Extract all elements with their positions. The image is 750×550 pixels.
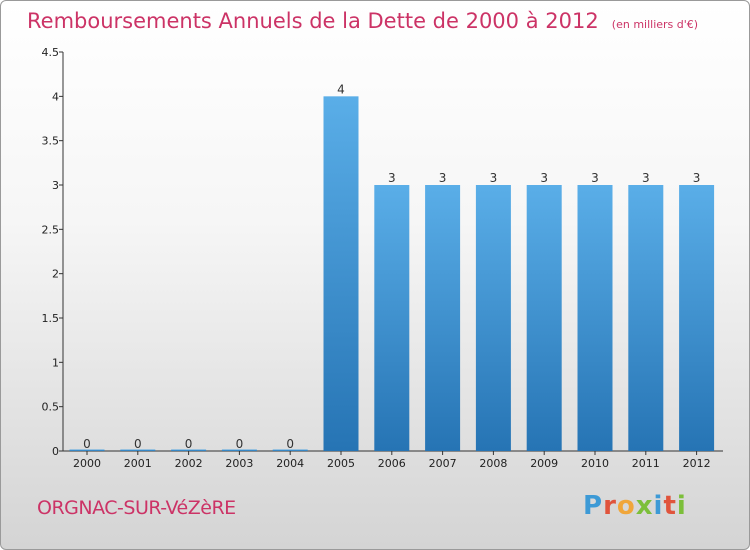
bar-2002 bbox=[171, 449, 207, 451]
y-tick-label: 3 bbox=[52, 179, 59, 192]
y-tick-label: 2 bbox=[52, 268, 59, 281]
data-label-2000: 0 bbox=[83, 437, 91, 451]
bar-2010 bbox=[577, 185, 613, 451]
data-label-2010: 3 bbox=[591, 171, 599, 185]
bar-2008 bbox=[475, 185, 511, 451]
chart-title: Remboursements Annuels de la Dette de 20… bbox=[27, 9, 698, 33]
logo-letter: r bbox=[603, 491, 617, 521]
x-tick-label-2011: 2011 bbox=[632, 457, 660, 470]
x-tick-label-2003: 2003 bbox=[225, 457, 253, 470]
bar-2004 bbox=[272, 449, 308, 451]
x-tick-label-2008: 2008 bbox=[479, 457, 507, 470]
commune-name: ORGNAC-SUR-VéZèRE bbox=[37, 497, 236, 519]
x-tick-label-2006: 2006 bbox=[378, 457, 406, 470]
logo-letter: i bbox=[653, 491, 664, 521]
data-label-2003: 0 bbox=[236, 437, 244, 451]
proxiti-logo: Proxiti bbox=[583, 491, 687, 521]
data-label-2009: 3 bbox=[540, 171, 548, 185]
bar-2001 bbox=[120, 449, 156, 451]
data-label-2005: 4 bbox=[337, 82, 345, 96]
y-tick-label: 4 bbox=[52, 90, 59, 103]
x-tick-label-2009: 2009 bbox=[530, 457, 558, 470]
chart-bars bbox=[69, 96, 715, 451]
logo-letter: t bbox=[663, 491, 677, 521]
bar-2009 bbox=[526, 185, 562, 451]
logo-letter: x bbox=[635, 491, 654, 521]
x-tick-label-2005: 2005 bbox=[327, 457, 355, 470]
data-label-2008: 3 bbox=[490, 171, 498, 185]
x-tick-label-2002: 2002 bbox=[175, 457, 203, 470]
x-tick-label-2004: 2004 bbox=[276, 457, 304, 470]
y-tick-label: 0.5 bbox=[42, 401, 60, 414]
logo-letter: P bbox=[583, 491, 604, 521]
data-label-2006: 3 bbox=[388, 171, 396, 185]
title-text: Remboursements Annuels de la Dette de 20… bbox=[27, 9, 599, 33]
bar-2005 bbox=[323, 96, 359, 451]
y-tick-label: 0 bbox=[52, 445, 59, 458]
bar-2012 bbox=[679, 185, 715, 451]
x-tick-label-2010: 2010 bbox=[581, 457, 609, 470]
x-tick-label-2007: 2007 bbox=[429, 457, 457, 470]
data-label-2011: 3 bbox=[642, 171, 650, 185]
y-tick-label: 2.5 bbox=[42, 223, 60, 236]
bar-2000 bbox=[69, 449, 105, 451]
x-tick-label-2012: 2012 bbox=[683, 457, 711, 470]
y-tick-label: 1.5 bbox=[42, 312, 60, 325]
bar-2003 bbox=[221, 449, 257, 451]
y-tick-label: 1 bbox=[52, 356, 59, 369]
chart-labels: 2000 0 2001 0 2002 0 2003 0 2004 0 2005 4 2006 3 2007 3… bbox=[73, 82, 711, 470]
data-label-2002: 0 bbox=[185, 437, 193, 451]
x-tick-label-2001: 2001 bbox=[124, 457, 152, 470]
y-tick-label: 3.5 bbox=[42, 135, 60, 148]
y-tick-label: 4.5 bbox=[42, 46, 60, 59]
bar-2006 bbox=[374, 185, 410, 451]
data-label-2007: 3 bbox=[439, 171, 447, 185]
data-label-2001: 0 bbox=[134, 437, 142, 451]
data-label-2004: 0 bbox=[286, 437, 294, 451]
bar-2007 bbox=[425, 185, 461, 451]
data-label-2012: 3 bbox=[693, 171, 701, 185]
logo-letter: i bbox=[676, 491, 687, 521]
title-unit: (en milliers d'€) bbox=[611, 18, 699, 31]
x-tick-label-2000: 2000 bbox=[73, 457, 101, 470]
bar-2011 bbox=[628, 185, 664, 451]
logo-letter: o bbox=[616, 491, 636, 521]
